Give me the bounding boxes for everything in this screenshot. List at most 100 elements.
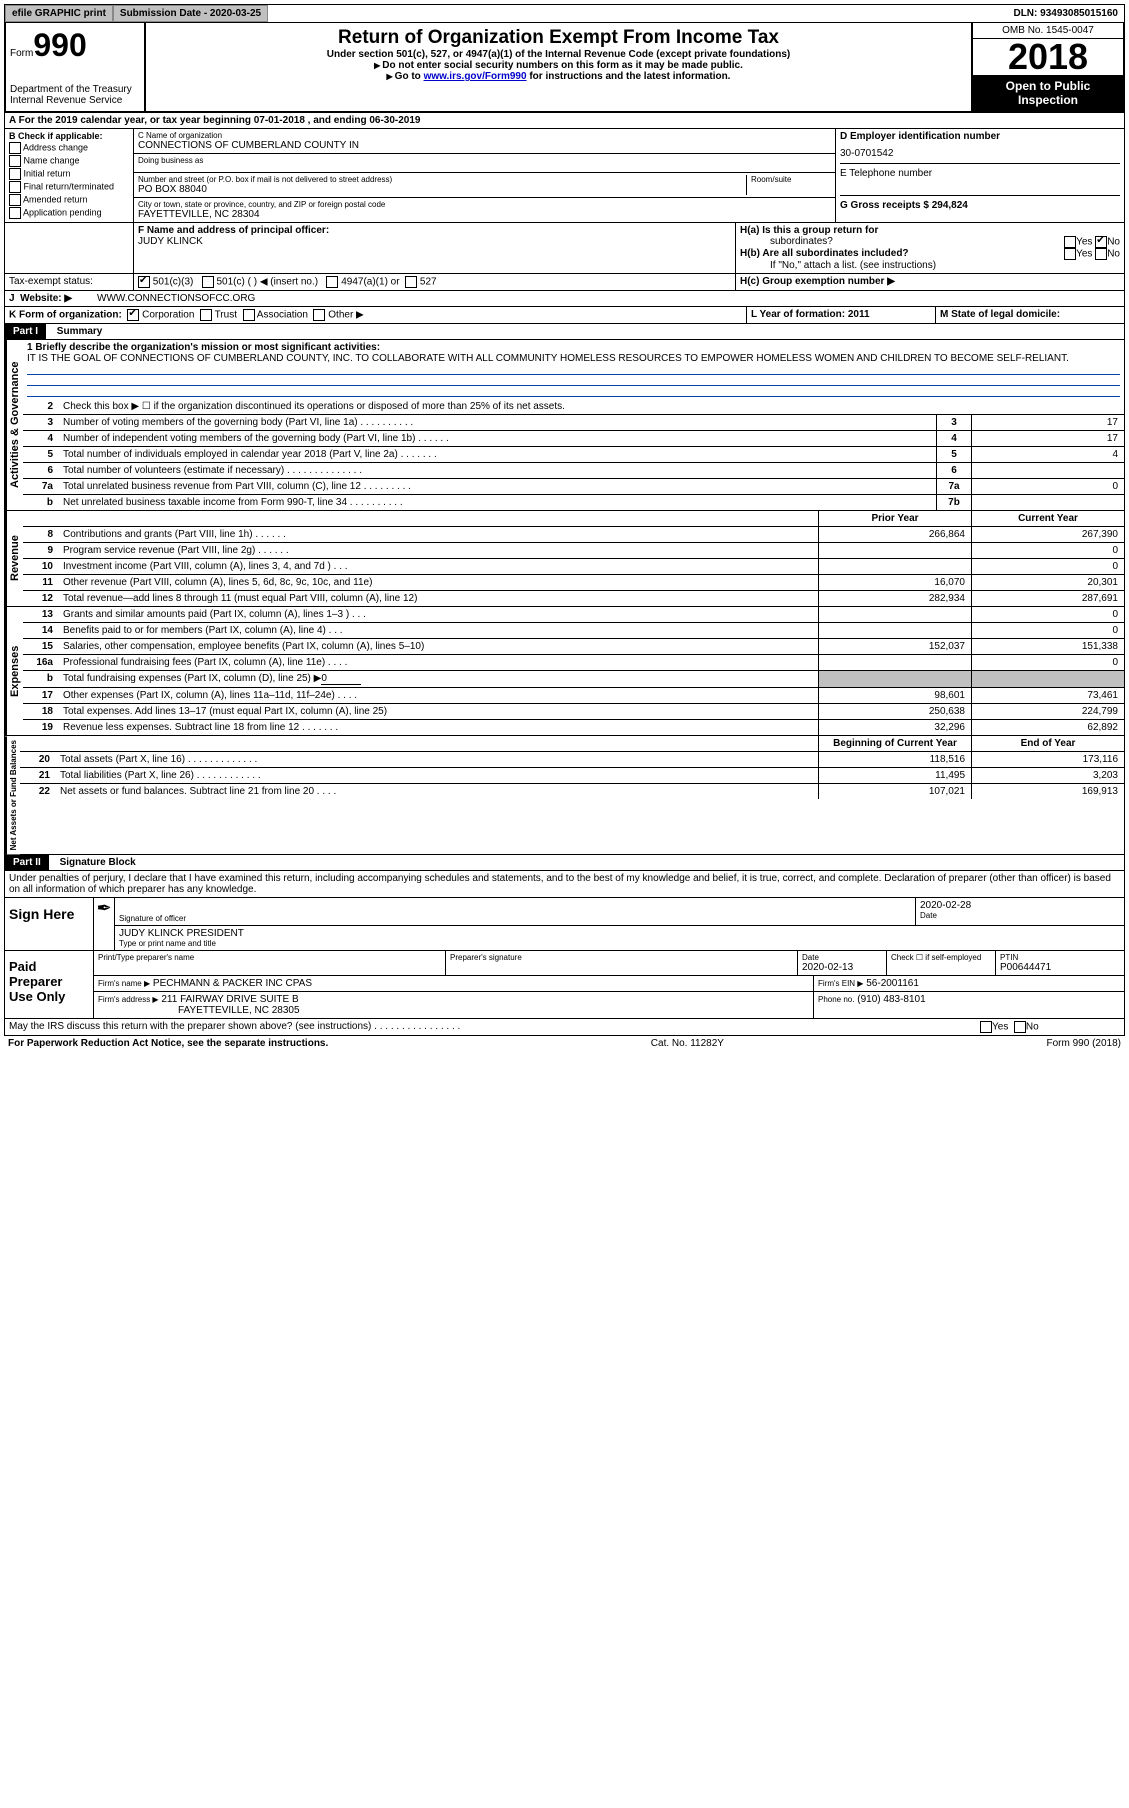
- ha-label: H(a) Is this a group return for: [740, 225, 878, 236]
- row-i: Tax-exempt status: 501(c)(3) 501(c) ( ) …: [4, 274, 1125, 291]
- gross-receipts: G Gross receipts $ 294,824: [840, 200, 1120, 211]
- mission-text: IT IS THE GOAL OF CONNECTIONS OF CUMBERL…: [27, 353, 1069, 364]
- l8-text: Contributions and grants (Part VIII, lin…: [59, 527, 818, 542]
- trust-checkbox[interactable]: [200, 309, 212, 321]
- website-url: WWW.CONNECTIONSOFCC.ORG: [93, 291, 1124, 306]
- hb-no-checkbox[interactable]: [1095, 248, 1107, 260]
- c-name-label: C Name of organization: [138, 131, 831, 140]
- firm-name-label: Firm's name ▶: [98, 979, 150, 988]
- address-change-checkbox[interactable]: [9, 142, 21, 154]
- 501c-checkbox[interactable]: [202, 276, 214, 288]
- bcy-header: Beginning of Current Year: [818, 736, 971, 751]
- ha-no-checkbox[interactable]: [1095, 236, 1107, 248]
- prior-year-header: Prior Year: [818, 511, 971, 526]
- net-assets-section: Net Assets or Fund Balances Beginning of…: [4, 736, 1125, 855]
- l8-current: 267,390: [971, 527, 1124, 542]
- submission-date-button[interactable]: Submission Date - 2020-03-25: [113, 5, 268, 22]
- form-header: Form990 Department of the Treasury Inter…: [4, 23, 1125, 113]
- firm-addr-label: Firm's address ▶: [98, 995, 159, 1004]
- l18-prior: 250,638: [818, 704, 971, 719]
- l16a-current: 0: [971, 655, 1124, 670]
- firm-addr2: FAYETTEVILLE, NC 28305: [98, 1005, 300, 1016]
- perjury-text: Under penalties of perjury, I declare th…: [4, 871, 1125, 898]
- ha-yes-checkbox[interactable]: [1064, 236, 1076, 248]
- tax-year: 2018: [973, 39, 1123, 75]
- l18-current: 224,799: [971, 704, 1124, 719]
- hb-label: H(b) Are all subordinates included?: [740, 248, 909, 260]
- l17-prior: 98,601: [818, 688, 971, 703]
- l13-text: Grants and similar amounts paid (Part IX…: [59, 607, 818, 622]
- street-value: PO BOX 88040: [138, 184, 746, 195]
- hb-yes-checkbox[interactable]: [1064, 248, 1076, 260]
- row-j: J Website: ▶ WWW.CONNECTIONSOFCC.ORG: [4, 291, 1125, 307]
- form990-link[interactable]: www.irs.gov/Form990: [424, 71, 527, 82]
- l4-val: 17: [971, 431, 1124, 446]
- l7a-text: Total unrelated business revenue from Pa…: [59, 479, 936, 494]
- part1-title: Summary: [49, 326, 103, 337]
- form-subtitle: Under section 501(c), 527, or 4947(a)(1)…: [154, 49, 963, 60]
- city-label: City or town, state or province, country…: [138, 200, 831, 209]
- ein-label: D Employer identification number: [840, 131, 1120, 142]
- firm-phone-label: Phone no.: [818, 995, 854, 1004]
- amended-return-checkbox[interactable]: [9, 194, 21, 206]
- firm-name: PECHMANN & PACKER INC CPAS: [153, 978, 312, 989]
- section-bcd: B Check if applicable: Address change Na…: [4, 129, 1125, 223]
- efile-print-button[interactable]: efile GRAPHIC print: [5, 5, 113, 22]
- l19-text: Revenue less expenses. Subtract line 18 …: [59, 720, 818, 735]
- row-fh: F Name and address of principal officer:…: [4, 223, 1125, 274]
- l15-current: 151,338: [971, 639, 1124, 654]
- paid-preparer-label: Paid Preparer Use Only: [5, 951, 94, 1018]
- 501c3-checkbox[interactable]: [138, 276, 150, 288]
- f-label: F Name and address of principal officer:: [138, 225, 731, 236]
- top-bar: efile GRAPHIC print Submission Date - 20…: [4, 4, 1125, 23]
- l19-current: 62,892: [971, 720, 1124, 735]
- l19-prior: 32,296: [818, 720, 971, 735]
- form-word: Form: [10, 48, 33, 59]
- l1-label: 1 Briefly describe the organization's mi…: [27, 342, 380, 353]
- other-checkbox[interactable]: [313, 309, 325, 321]
- side-net-assets: Net Assets or Fund Balances: [5, 736, 20, 854]
- part2-header: Part II: [5, 855, 49, 870]
- l10-prior: [818, 559, 971, 574]
- signature-block: Sign Here ✒ Signature of officer 2020-02…: [4, 898, 1125, 1019]
- application-pending-checkbox[interactable]: [9, 207, 21, 219]
- l22-prior: 107,021: [818, 784, 971, 799]
- org-name: CONNECTIONS OF CUMBERLAND COUNTY IN: [138, 140, 831, 151]
- l9-prior: [818, 543, 971, 558]
- l7b-val: [971, 495, 1124, 510]
- hb-note: If "No," attach a list. (see instruction…: [740, 260, 1120, 271]
- officer-name: JUDY KLINCK: [138, 236, 731, 247]
- l13-prior: [818, 607, 971, 622]
- goto-post: for instructions and the latest informat…: [527, 71, 731, 82]
- street-label: Number and street (or P.O. box if mail i…: [138, 175, 746, 184]
- l11-current: 20,301: [971, 575, 1124, 590]
- dln-label: DLN: 93493085015160: [1007, 6, 1124, 21]
- ssn-warning: Do not enter social security numbers on …: [382, 60, 743, 71]
- l18-text: Total expenses. Add lines 13–17 (must eq…: [59, 704, 818, 719]
- firm-ein-label: Firm's EIN ▶: [818, 979, 863, 988]
- irs-label: Internal Revenue Service: [10, 95, 140, 106]
- discuss-yes-checkbox[interactable]: [980, 1021, 992, 1033]
- 4947-checkbox[interactable]: [326, 276, 338, 288]
- inspection-2: Inspection: [1018, 93, 1078, 107]
- 527-checkbox[interactable]: [405, 276, 417, 288]
- l21-prior: 11,495: [818, 768, 971, 783]
- discuss-no-checkbox[interactable]: [1014, 1021, 1026, 1033]
- assoc-checkbox[interactable]: [243, 309, 255, 321]
- final-return-checkbox[interactable]: [9, 181, 21, 193]
- initial-return-checkbox[interactable]: [9, 168, 21, 180]
- name-change-checkbox[interactable]: [9, 155, 21, 167]
- l6-text: Total number of volunteers (estimate if …: [59, 463, 936, 478]
- part2-title: Signature Block: [52, 857, 136, 868]
- check-self-label: Check ☐ if self-employed: [891, 953, 991, 962]
- dba-label: Doing business as: [138, 156, 831, 165]
- l20-text: Total assets (Part X, line 16) . . . . .…: [56, 752, 818, 767]
- footer-center: Cat. No. 11282Y: [651, 1038, 724, 1049]
- l7a-val: 0: [971, 479, 1124, 494]
- discuss-text: May the IRS discuss this return with the…: [5, 1019, 976, 1035]
- l14-text: Benefits paid to or for members (Part IX…: [59, 623, 818, 638]
- prep-date: 2020-02-13: [802, 962, 882, 973]
- corp-checkbox[interactable]: [127, 309, 139, 321]
- l12-text: Total revenue—add lines 8 through 11 (mu…: [59, 591, 818, 606]
- l6-val: [971, 463, 1124, 478]
